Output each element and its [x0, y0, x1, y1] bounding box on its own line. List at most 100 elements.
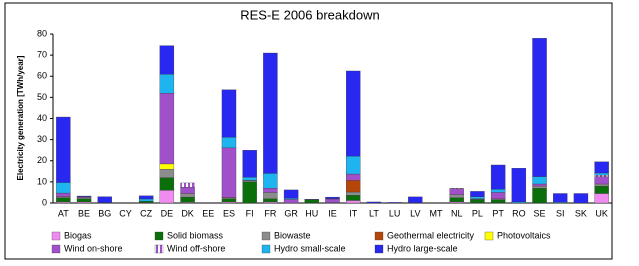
bar-segment: [97, 196, 112, 203]
bar-segment: [138, 195, 154, 200]
chart-frame: [4, 2, 613, 260]
x-tick-label: LV: [410, 208, 420, 218]
bar-segment: [594, 176, 609, 185]
legend-label: Photovoltaics: [497, 230, 551, 240]
y-tick-label: 50: [37, 92, 47, 102]
legend-label: Solid biomass: [167, 230, 224, 240]
bar-segment: [553, 193, 568, 203]
bar-segment: [594, 172, 609, 176]
bar-segment: [76, 198, 92, 203]
bar-segment: [366, 201, 382, 204]
bar-segment: [346, 155, 361, 175]
bar-segment: [263, 198, 278, 203]
legend-swatch: [374, 244, 384, 254]
bar-segment: [242, 177, 257, 181]
bar-segment: [263, 188, 278, 193]
bar-segment: [263, 201, 278, 204]
bar-segment: [242, 181, 257, 204]
bar-segment: [387, 202, 402, 204]
bar-segment: [283, 189, 299, 199]
bar-segment: [532, 188, 547, 204]
bar-segment: [490, 192, 506, 199]
bar-segment: [180, 193, 195, 198]
legend-swatch: [51, 244, 61, 254]
bar-segment: [159, 73, 175, 94]
bar-segment: [159, 45, 175, 75]
bar-segment: [490, 199, 506, 203]
bar-segment: [242, 150, 257, 178]
bar-segment: [263, 192, 278, 199]
legend-swatch: [154, 231, 164, 241]
x-tick-label: HU: [305, 208, 318, 218]
bar-segment: [573, 193, 589, 204]
x-tick-label: IE: [328, 208, 337, 218]
bar-segment: [76, 201, 92, 204]
bar-segment: [159, 177, 175, 191]
legend-label: Biowaste: [274, 230, 311, 240]
bar-segment: [346, 195, 361, 201]
bar-segment: [346, 173, 361, 181]
y-tick-label: 60: [37, 71, 47, 81]
x-tick-label: FI: [246, 208, 254, 218]
chart-title: RES-E 2006 breakdown: [240, 7, 379, 22]
bar-segment: [76, 195, 92, 197]
bar-segment: [325, 198, 340, 203]
bar-segment: [594, 193, 609, 204]
bar-segment: [594, 174, 609, 177]
bar-segment: [56, 116, 71, 183]
x-tick-label: CY: [119, 208, 132, 218]
bar-segment: [346, 200, 361, 204]
bar-segment: [138, 198, 154, 202]
x-tick-label: BE: [78, 208, 90, 218]
bar-segment: [449, 194, 464, 198]
y-tick-label: 0: [42, 197, 47, 207]
x-tick-label: FR: [264, 208, 276, 218]
x-tick-label: DE: [161, 208, 174, 218]
bar-segment: [532, 185, 547, 189]
bar-segment: [449, 201, 464, 204]
legend-swatch: [374, 231, 384, 241]
x-tick-label: PL: [472, 208, 483, 218]
bar-segment: [242, 180, 257, 183]
y-tick-label: 20: [37, 155, 47, 165]
bar-segment: [221, 147, 237, 198]
legend-swatch: [261, 244, 271, 254]
x-tick-label: DK: [181, 208, 194, 218]
bar-segment: [159, 190, 175, 204]
bar-segment: [346, 180, 361, 193]
legend-label: Biogas: [64, 230, 92, 240]
bar-segment: [470, 196, 485, 199]
x-tick-label: BG: [98, 208, 111, 218]
x-tick-label: MT: [430, 208, 443, 218]
legend-swatch: [51, 231, 61, 241]
y-tick-label: 80: [37, 28, 47, 38]
bar-segment: [594, 161, 609, 174]
legend-label: Hydro large-scale: [387, 243, 458, 253]
x-tick-label: LU: [389, 208, 401, 218]
bar-segment: [159, 163, 175, 170]
bar-segment: [490, 164, 506, 190]
bar-segment: [594, 183, 609, 187]
bar-segment: [532, 38, 547, 177]
bar-segment: [56, 182, 71, 194]
bar-segment: [221, 137, 237, 149]
legend-label: Geothermal electricity: [387, 230, 475, 240]
bar-segment: [180, 187, 195, 194]
bar-segment: [532, 176, 547, 185]
legend-swatch: [154, 244, 164, 254]
bar-segment: [159, 169, 175, 178]
bar-segment: [221, 201, 237, 204]
bar-segment: [408, 196, 423, 203]
bar-segment: [180, 196, 195, 203]
x-tick-label: LT: [369, 208, 379, 218]
legend-label: Hydro small-scale: [274, 243, 346, 253]
bar-segment: [159, 93, 175, 165]
y-axis-label: Electricity generation [TWh/year]: [16, 55, 25, 180]
bar-segment: [449, 197, 464, 203]
x-tick-label: UK: [595, 208, 608, 218]
bar-segment: [221, 89, 237, 138]
y-tick-label: 70: [37, 50, 47, 60]
x-tick-label: ES: [223, 208, 235, 218]
x-tick-label: EE: [202, 208, 214, 218]
x-tick-label: CZ: [140, 208, 152, 218]
